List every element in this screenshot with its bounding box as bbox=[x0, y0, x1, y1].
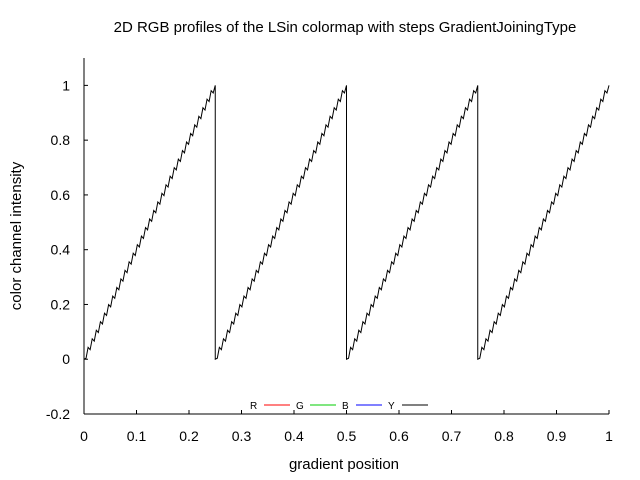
legend-label-y: Y bbox=[388, 401, 395, 412]
series-line-y bbox=[83, 85, 610, 361]
y-tick-label: 0.4 bbox=[51, 242, 71, 258]
x-tick-label: 0.4 bbox=[284, 428, 304, 444]
x-tick-label: 0.9 bbox=[547, 428, 567, 444]
x-tick-label: 0.1 bbox=[127, 428, 147, 444]
series-lines bbox=[83, 85, 610, 361]
x-tick-label: 0.3 bbox=[232, 428, 252, 444]
legend-label-r: R bbox=[250, 401, 257, 412]
y-axis-label: color channel intensity bbox=[8, 161, 25, 310]
x-axis-label: gradient position bbox=[289, 456, 399, 473]
x-tick-label: 0.5 bbox=[337, 428, 357, 444]
axis-ticks: 0 0.1 0.2 0.3 0.4 0.5 0.6 0.7 0.8 0.9 1 -0.2 0 0.2 0.4… bbox=[46, 77, 613, 444]
chart-title: 2D RGB profiles of the LSin colormap wit… bbox=[114, 19, 577, 36]
plot-area: 0 0.1 0.2 0.3 0.4 0.5 0.6 0.7 0.8 0.9 1 -0.2 0 0.2 0.4… bbox=[46, 58, 613, 444]
x-tick-label: 0 bbox=[80, 428, 88, 444]
y-tick-label: 0.2 bbox=[51, 296, 71, 312]
y-tick-label: 1 bbox=[62, 77, 70, 93]
legend-label-g: G bbox=[296, 401, 304, 412]
y-tick-label: 0.8 bbox=[51, 132, 71, 148]
x-tick-label: 0.6 bbox=[389, 428, 409, 444]
x-tick-label: 1 bbox=[605, 428, 613, 444]
x-tick-label: 0.2 bbox=[179, 428, 199, 444]
y-tick-label: 0 bbox=[62, 351, 70, 367]
y-tick-label: 0.6 bbox=[51, 187, 71, 203]
legend-label-b: B bbox=[342, 401, 349, 412]
x-tick-label: 0.8 bbox=[494, 428, 514, 444]
x-tick-label: 0.7 bbox=[442, 428, 462, 444]
y-tick-label: -0.2 bbox=[46, 406, 70, 422]
